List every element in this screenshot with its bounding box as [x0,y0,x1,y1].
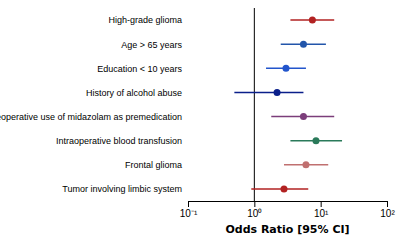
x-tick-mark [321,201,322,207]
marks [234,8,342,201]
x-tick-mark [188,201,189,207]
category-label: Tumor involving limbic system [62,184,182,194]
category-label: High-grade glioma [108,15,182,25]
odds-ratio-point [282,65,289,72]
y-tick: Intraoperative blood transfusion [56,136,182,146]
y-tick: Preoperative use of midazolam as premedi… [0,112,182,122]
x-tick: 10⁰ [247,201,262,219]
odds-ratio-point [312,137,319,144]
odds-ratio-point [300,41,307,48]
y-tick: Tumor involving limbic system [62,184,182,194]
x-tick-mark [254,201,255,207]
y-axis: High-grade glioma Age > 65 years Education… [0,15,182,194]
x-tick-mark [387,201,388,207]
x-tick: 10⁻¹ [180,201,198,219]
category-label: Frontal glioma [125,160,182,170]
x-tick: 10¹ [314,201,329,219]
category-label: Intraoperative blood transfusion [56,136,182,146]
y-tick: History of alcohol abuse [86,88,182,98]
ci-line [234,92,303,94]
x-axis-line [189,202,388,208]
y-tick: Frontal glioma [125,160,182,170]
y-tick: Education < 10 years [97,64,182,74]
plot: 10⁻¹ 10⁰ 10¹ 10² Odds Ratio [95% CI] High-gra… [0,8,395,236]
category-label: History of alcohol abuse [86,88,182,98]
odds-ratio-point [274,89,281,96]
x-tick-label: 10¹ [314,208,329,219]
ci-line [251,188,308,190]
chart: 10⁻¹ 10⁰ 10¹ 10² Odds Ratio [95% CI] High-gra… [0,0,401,239]
odds-ratio-point [300,113,307,120]
odds-ratio-point [302,161,309,168]
x-tick: 10² [380,201,395,219]
odds-ratio-point [309,17,316,24]
y-tick: High-grade glioma [108,15,182,25]
category-label: Preoperative use of midazolam as premedi… [0,112,182,122]
x-tick-label: 10⁻¹ [180,208,198,219]
odds-ratio-point [280,185,287,192]
category-label: Age > 65 years [121,40,182,50]
reference-line [254,8,255,201]
x-tick-label: 10⁰ [247,208,262,219]
x-tick-label: 10² [380,208,395,219]
x-axis: 10⁻¹ 10⁰ 10¹ 10² [180,201,396,219]
category-label: Education < 10 years [97,64,182,74]
y-tick: Age > 65 years [121,40,182,50]
x-axis-title: Odds Ratio [95% CI] [225,223,349,236]
